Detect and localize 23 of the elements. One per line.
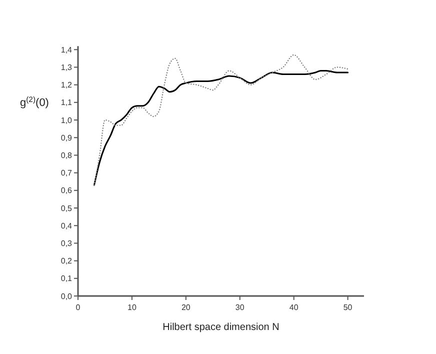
x-tick-label: 40 — [289, 303, 299, 312]
x-axis-title: Hilbert space dimension N — [162, 322, 280, 333]
y-tick-label: 0,8 — [60, 151, 73, 160]
x-tick-label: 50 — [343, 303, 353, 312]
y-tick-label: 1,1 — [60, 98, 73, 108]
x-tick-label: 20 — [181, 303, 191, 312]
y-tick-label: 0,2 — [60, 256, 73, 266]
y-tick-label: 1,0 — [60, 116, 73, 125]
x-tick-label: 10 — [128, 303, 137, 312]
y-tick-label: 1,3 — [60, 63, 73, 72]
y-tick-label: 1,4 — [60, 45, 73, 54]
y-tick-label: 1,2 — [60, 80, 73, 90]
x-tick-label: 30 — [235, 303, 245, 312]
y-tick-label: 0,3 — [60, 239, 73, 248]
x-tick-label: 0 — [76, 303, 81, 312]
y-tick-label: 0,5 — [60, 204, 73, 213]
y-tick-label: 0,7 — [60, 168, 73, 178]
y-tick-label: 0,6 — [60, 186, 73, 196]
y-tick-label: 0,9 — [60, 133, 73, 142]
y-tick-label: 0,0 — [60, 292, 73, 301]
y-tick-label: 0,1 — [60, 274, 73, 284]
y-axis-title: g$^{(2)}$(0) — [20, 94, 49, 109]
y-tick-label: 0,4 — [60, 221, 73, 230]
